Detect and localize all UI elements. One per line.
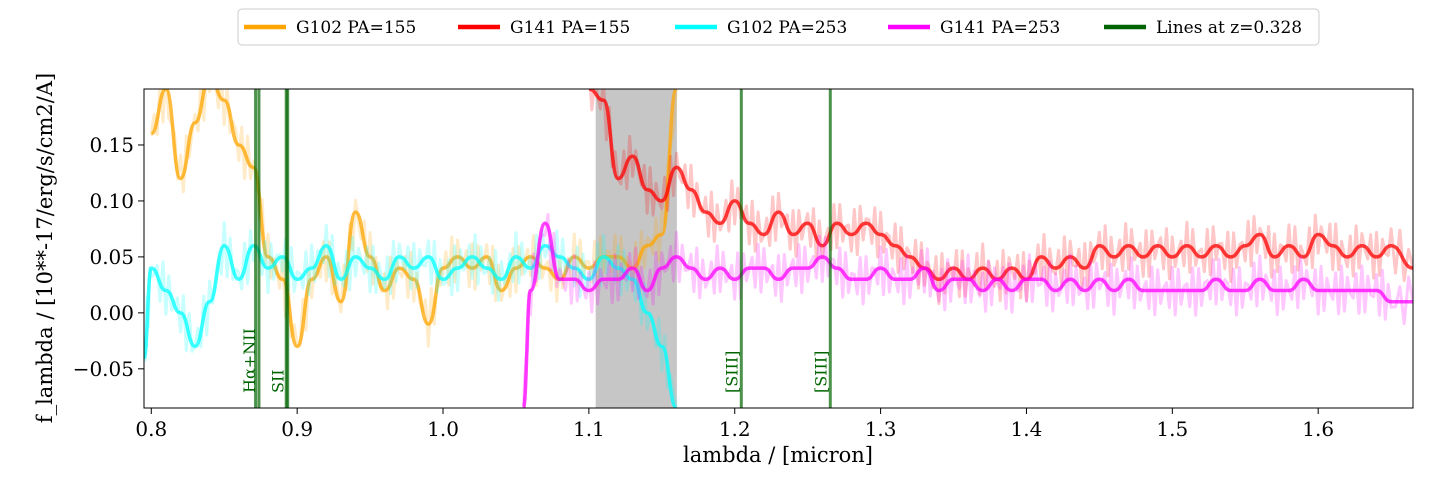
emission-line-label-5: [SIII]: [811, 351, 830, 393]
series-layer: [144, 89, 1413, 408]
legend-label-1: G141 PA=155: [510, 18, 630, 38]
emission-line-label-4: [SIII]: [722, 351, 741, 393]
y-tick-label: 0.00: [89, 301, 134, 325]
x-tick-label: 1.0: [427, 417, 459, 441]
emission-line-label-3: SII: [269, 369, 288, 393]
series-line-0: [149, 89, 679, 349]
emission-line-label-1: Hα+NII: [240, 328, 259, 393]
x-tick-label: 1.2: [719, 417, 751, 441]
x-tick-label: 0.9: [281, 417, 313, 441]
x-axis: 0.8 0.9 1.0 1.1 1.2 1.3 1.4 1.5 1.6: [135, 408, 1334, 441]
x-tick-label: 1.3: [865, 417, 897, 441]
x-tick-label: 0.8: [135, 417, 167, 441]
series-line-2: [144, 243, 679, 408]
emission-lines: Hα+NII SII [SIII] [SIII]: [240, 89, 832, 408]
legend-label-3: G141 PA=253: [940, 18, 1060, 38]
y-axis: −0.05 0.00 0.05 0.10 0.15: [73, 133, 144, 381]
legend-label-4: Lines at z=0.328: [1156, 18, 1302, 38]
y-tick-label: −0.05: [73, 357, 134, 381]
y-tick-label: 0.10: [89, 189, 134, 213]
y-axis-label: f_lambda / [10**-17/erg/s/cm2/A]: [33, 73, 57, 423]
shaded-region: [595, 88, 677, 409]
legend-frame: [237, 8, 1320, 46]
y-tick-label: 0.05: [89, 245, 134, 269]
plot-frame: [143, 88, 1414, 409]
legend-label-0: G102 PA=155: [296, 18, 416, 38]
x-tick-label: 1.4: [1011, 417, 1043, 441]
x-tick-label: 1.5: [1156, 417, 1188, 441]
x-tick-label: 1.1: [573, 417, 605, 441]
series-raw-1: [588, 89, 1413, 306]
legend: G102 PA=155 G141 PA=155 G102 PA=253 G141 PA…: [237, 8, 1320, 46]
series-raw-0: [149, 89, 678, 348]
series-line-3: [521, 221, 1413, 408]
x-tick-label: 1.6: [1302, 417, 1334, 441]
x-axis-label: lambda / [micron]: [683, 443, 873, 467]
y-tick-label: 0.15: [89, 133, 134, 157]
legend-label-2: G102 PA=253: [727, 18, 847, 38]
